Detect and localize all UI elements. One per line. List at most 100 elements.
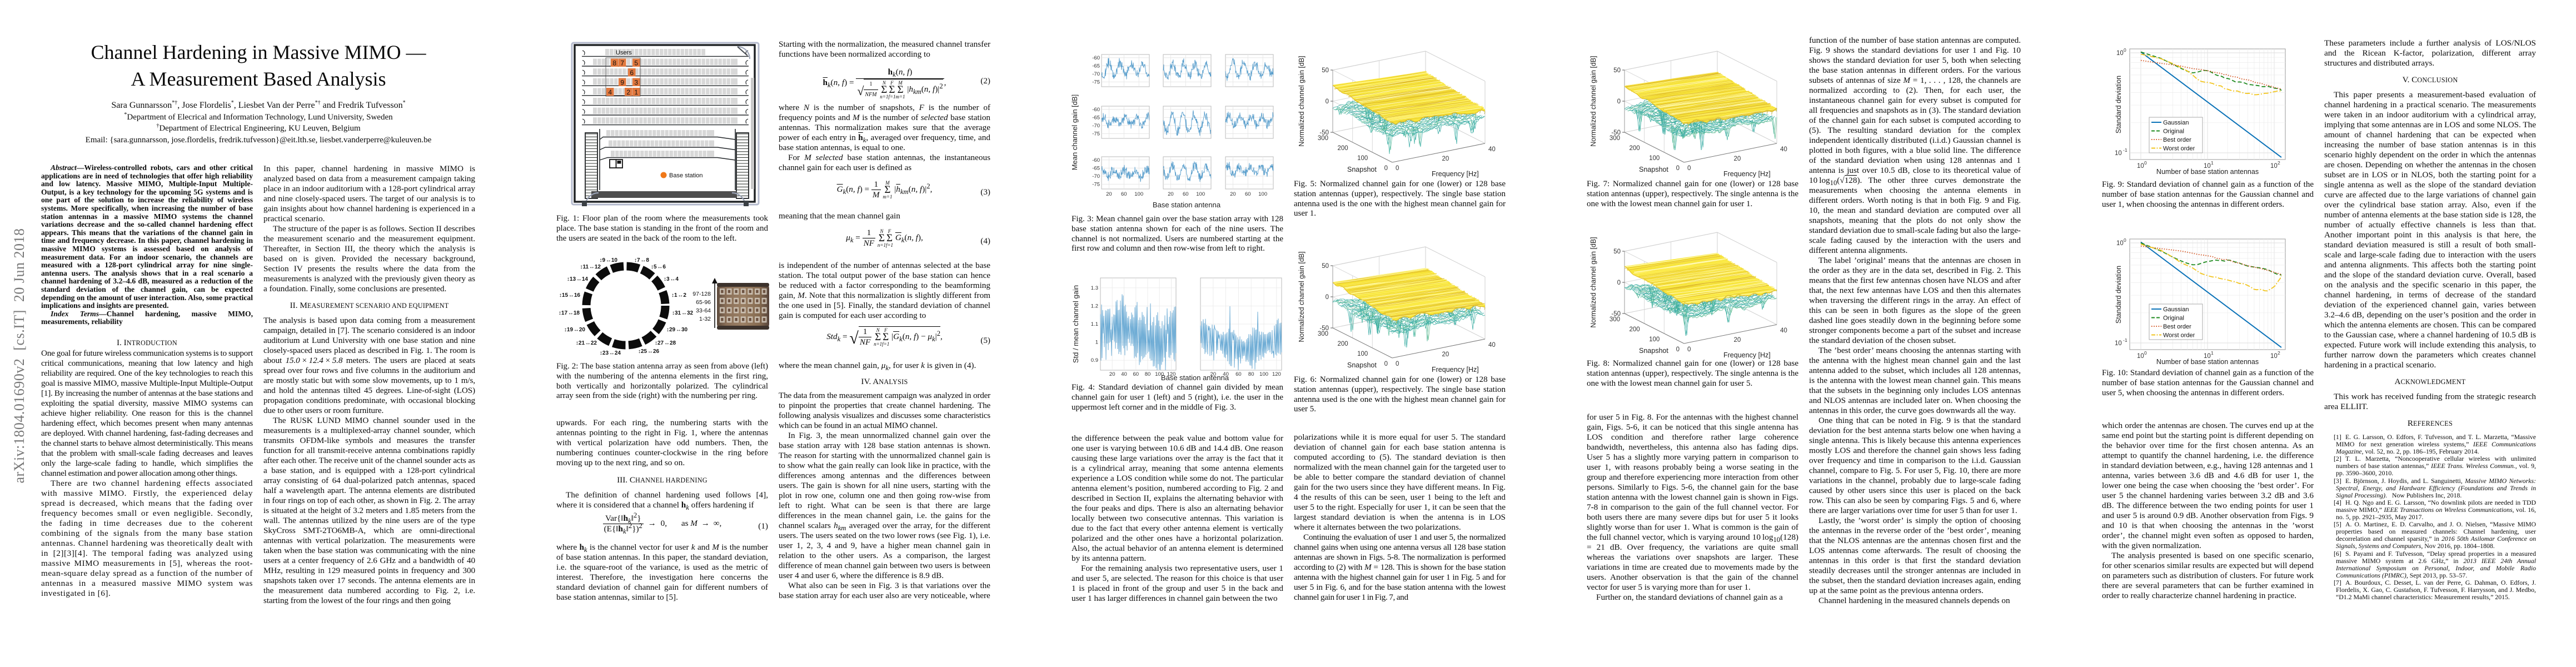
svg-text:3: 3 — [634, 78, 638, 86]
svg-text:Number of base station antenna: Number of base station antennas — [2156, 358, 2259, 366]
svg-text:Frequency [Hz]: Frequency [Hz] — [1432, 366, 1479, 374]
svg-text:↕27 ↔28: ↕27 ↔28 — [655, 340, 676, 346]
svg-text:Number of base station antenna: Number of base station antennas — [2156, 168, 2259, 176]
svg-text:20: 20 — [1230, 191, 1236, 197]
svg-text:0: 0 — [2124, 237, 2126, 243]
svg-text:Snapshot: Snapshot — [1347, 166, 1377, 173]
svg-text:1.1: 1.1 — [1091, 321, 1098, 327]
svg-text:33-64: 33-64 — [696, 307, 711, 314]
svg-text:10: 10 — [2270, 353, 2278, 360]
svg-text:Standard deviation: Standard deviation — [2115, 76, 2122, 133]
svg-text:0: 0 — [2144, 350, 2147, 356]
svg-text:Normalized channel gain [dB]: Normalized channel gain [dB] — [1590, 237, 1597, 327]
svg-text:100: 100 — [1649, 336, 1660, 343]
svg-text:80: 80 — [1248, 371, 1254, 377]
svg-text:↕19 ↔20: ↕19 ↔20 — [564, 327, 586, 333]
svg-text:7: 7 — [620, 59, 624, 67]
svg-text:300: 300 — [1318, 331, 1328, 337]
svg-text:97-128: 97-128 — [692, 291, 711, 297]
svg-text:6: 6 — [630, 69, 634, 77]
svg-text:Frequency [Hz]: Frequency [Hz] — [1723, 170, 1771, 178]
svg-text:80: 80 — [1145, 371, 1151, 377]
svg-text:65-96: 65-96 — [696, 299, 711, 306]
svg-text:-70: -70 — [1092, 123, 1100, 129]
svg-text:5: 5 — [634, 59, 638, 67]
svg-text:↕23 ↔24: ↕23 ↔24 — [600, 350, 621, 356]
svg-text:10: 10 — [2116, 240, 2124, 247]
svg-text:60: 60 — [1121, 191, 1127, 197]
svg-text:-1: -1 — [2123, 337, 2127, 343]
svg-text:100: 100 — [1155, 371, 1164, 377]
svg-text:50: 50 — [1613, 67, 1621, 74]
svg-text:2: 2 — [2278, 160, 2280, 166]
svg-text:Base station: Base station — [669, 172, 703, 179]
svg-text:↕15 ↔16: ↕15 ↔16 — [559, 292, 581, 298]
svg-text:-65: -65 — [1092, 63, 1100, 69]
svg-text:40: 40 — [1121, 371, 1127, 377]
svg-text:↕11 ↔12: ↕11 ↔12 — [580, 264, 601, 270]
svg-text:0: 0 — [1676, 346, 1680, 353]
svg-text:Users: Users — [616, 49, 632, 56]
svg-text:2: 2 — [626, 88, 630, 96]
svg-text:60: 60 — [1183, 191, 1189, 197]
svg-text:10: 10 — [2116, 50, 2124, 57]
svg-text:9: 9 — [620, 78, 624, 86]
svg-text:10: 10 — [2204, 163, 2211, 170]
svg-text:10: 10 — [2137, 163, 2144, 170]
svg-text:0: 0 — [1396, 165, 1399, 172]
svg-text:1.3: 1.3 — [1091, 285, 1098, 291]
svg-text:4: 4 — [608, 88, 612, 96]
svg-text:↕21 ↔22: ↕21 ↔22 — [576, 340, 597, 346]
svg-text:1: 1 — [2211, 160, 2214, 166]
svg-text:↕13 ↔14: ↕13 ↔14 — [567, 276, 589, 282]
svg-text:Std / mean channel gain: Std / mean channel gain — [1072, 285, 1080, 363]
svg-text:20: 20 — [1210, 371, 1217, 377]
svg-text:20: 20 — [1109, 371, 1115, 377]
svg-text:-50: -50 — [1319, 325, 1329, 332]
svg-text:1: 1 — [1095, 340, 1098, 346]
svg-text:200: 200 — [1630, 145, 1640, 152]
svg-text:Normalized channel gain [dB]: Normalized channel gain [dB] — [1590, 56, 1597, 146]
svg-text:Frequency [Hz]: Frequency [Hz] — [1432, 170, 1479, 178]
svg-text:-75: -75 — [1092, 131, 1100, 137]
svg-text:10: 10 — [2270, 163, 2278, 170]
svg-text:10: 10 — [2137, 353, 2144, 360]
svg-text:Best order: Best order — [2163, 323, 2191, 330]
svg-text:↕29 ↔30: ↕29 ↔30 — [666, 327, 688, 333]
svg-text:Gaussian: Gaussian — [2163, 306, 2189, 313]
svg-text:↕7 ↔8: ↕7 ↔8 — [634, 257, 649, 263]
svg-text:Snapshot: Snapshot — [1639, 166, 1668, 173]
svg-text:1-32: 1-32 — [699, 316, 711, 322]
svg-text:40: 40 — [1780, 146, 1787, 153]
svg-text:0: 0 — [1326, 98, 1329, 105]
svg-text:120: 120 — [1272, 371, 1281, 377]
svg-text:↕5 ↔6: ↕5 ↔6 — [651, 264, 666, 270]
svg-text:-60: -60 — [1092, 107, 1100, 113]
svg-text:300: 300 — [1610, 316, 1620, 323]
svg-text:0: 0 — [1687, 165, 1691, 172]
svg-text:0.9: 0.9 — [1091, 357, 1098, 364]
svg-text:10: 10 — [2115, 150, 2122, 157]
svg-text:10: 10 — [2204, 353, 2211, 360]
svg-text:120: 120 — [1167, 371, 1176, 377]
svg-text:1: 1 — [634, 88, 638, 96]
svg-text:↕9 ↔10: ↕9 ↔10 — [599, 257, 617, 263]
svg-text:300: 300 — [1610, 135, 1620, 142]
svg-text:Worst order: Worst order — [2163, 146, 2195, 152]
svg-text:-50: -50 — [1611, 130, 1621, 136]
svg-text:300: 300 — [1318, 135, 1328, 142]
svg-text:50: 50 — [1613, 248, 1621, 255]
svg-text:Original: Original — [2163, 128, 2184, 135]
svg-text:-65: -65 — [1092, 165, 1100, 171]
svg-text:0: 0 — [1617, 98, 1621, 105]
svg-text:100: 100 — [1134, 191, 1143, 197]
svg-text:200: 200 — [1630, 326, 1640, 333]
svg-text:40: 40 — [1488, 342, 1496, 349]
svg-text:Best order: Best order — [2163, 137, 2191, 143]
svg-text:Snapshot: Snapshot — [1639, 347, 1668, 355]
svg-text:40: 40 — [1488, 146, 1496, 153]
svg-text:Standard deviation: Standard deviation — [2115, 266, 2122, 323]
svg-text:0: 0 — [1676, 165, 1680, 172]
svg-text:8: 8 — [612, 59, 616, 67]
svg-text:40: 40 — [1780, 327, 1787, 334]
